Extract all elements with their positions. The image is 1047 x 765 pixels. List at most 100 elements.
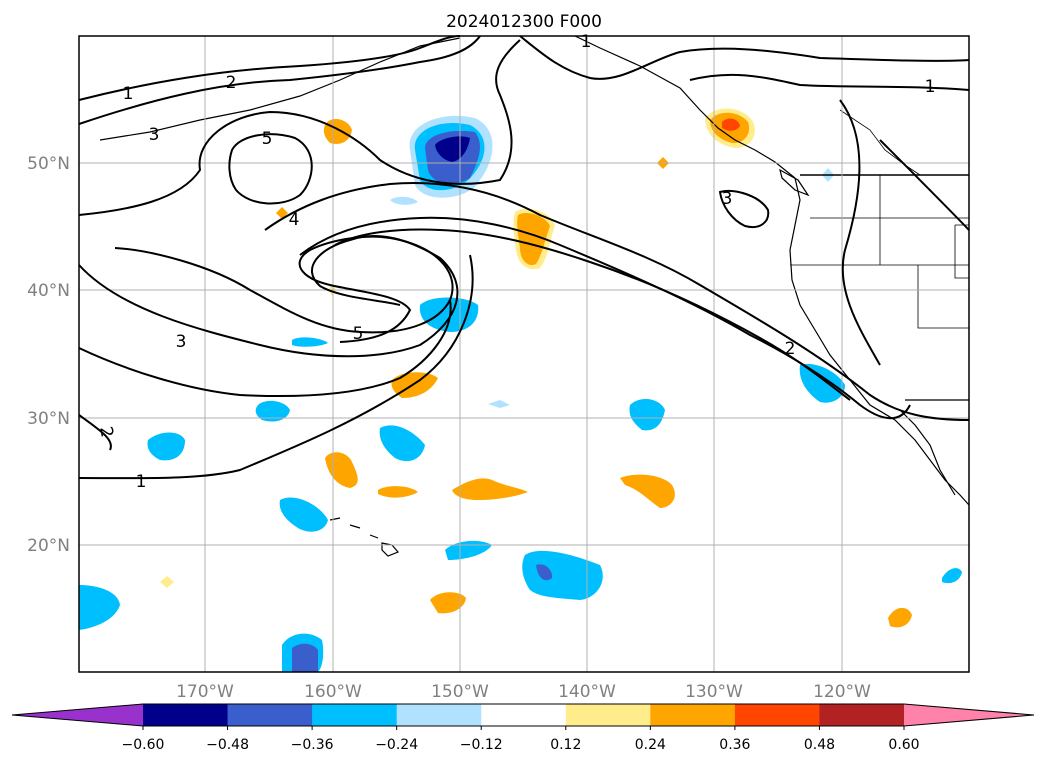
colorbar-extend-low (12, 704, 143, 726)
negative-patch (292, 643, 318, 672)
lat-label: 50°N (27, 154, 70, 174)
colorbar-tick-label: −0.36 (291, 737, 334, 753)
lon-labels: 170°W 160°W 150°W 140°W 130°W 120°W (176, 682, 871, 702)
lat-label: 30°N (27, 409, 70, 429)
colorbar-extend-high (904, 704, 1034, 726)
negative-patch (79, 585, 120, 630)
map-frame (78, 35, 970, 673)
state-borders (790, 109, 969, 329)
colorbar-segment (143, 704, 229, 726)
negative-patch (255, 400, 290, 422)
lon-label: 120°W (813, 682, 871, 702)
contour-4-lower (78, 235, 459, 358)
contour-label: 1 (925, 77, 936, 97)
colorbar-tick-label: 0.60 (888, 737, 919, 753)
map-panel: 1 1 1 1 2 2 2 3 3 3 4 5 5 (78, 32, 970, 673)
colorbar-segment (481, 704, 567, 726)
coastline-baja (899, 409, 956, 496)
contour-3-south (78, 299, 452, 398)
colorbar-segment (312, 704, 398, 726)
contour-label: 5 (353, 324, 364, 344)
negative-patch (445, 540, 492, 560)
map-title: 2024012300 F000 (446, 12, 602, 32)
contour-1-ne (689, 73, 970, 91)
negative-patch (390, 196, 418, 205)
contour-label: 3 (722, 189, 733, 209)
colorbar-tick-label: 0.24 (635, 737, 666, 753)
contour-label: 5 (262, 129, 273, 149)
contour-2-east (519, 35, 970, 80)
positive-patch (378, 486, 418, 498)
contour-1-coast (879, 139, 970, 231)
positive-patch (430, 592, 466, 614)
contour-2-south (78, 414, 112, 451)
contour-label: 2 (785, 339, 796, 359)
negative-patch (942, 568, 962, 584)
contour-label: 4 (289, 210, 300, 230)
coastline-alaska-panhandle (574, 35, 796, 179)
positive-patch (888, 607, 912, 628)
colorbar: −0.60 −0.48 −0.36 −0.24 −0.12 0.12 0.24 0.36 0.4… (11, 703, 1035, 753)
negative-patch (292, 337, 328, 347)
negative-patch (799, 363, 845, 403)
contour-label: 1 (136, 472, 147, 492)
contour-jet-inner (299, 216, 911, 420)
contour-label: 1 (581, 32, 592, 52)
lon-label: 160°W (304, 682, 362, 702)
island-vancouver (779, 168, 810, 197)
colorbar-tick-label: −0.48 (206, 737, 249, 753)
contour-label: 3 (149, 125, 160, 145)
lat-label: 20°N (27, 536, 70, 556)
border-bc-ab (839, 109, 921, 176)
lon-label: 140°W (558, 682, 616, 702)
negative-patch (279, 497, 328, 532)
contour-3-closed (718, 190, 770, 228)
positive-patch (620, 474, 675, 508)
contour-label: 2 (95, 425, 117, 439)
contour-2-north (78, 35, 481, 125)
contour-5-closed (228, 133, 313, 205)
colorbar-tick-label: −0.60 (122, 737, 165, 753)
contour-labels: 1 1 1 1 2 2 2 3 3 3 4 5 5 (95, 32, 935, 492)
contour-label: 3 (176, 332, 187, 352)
contour-1-north (78, 35, 461, 101)
colorbar-segment (734, 704, 820, 726)
positive-patch (276, 207, 288, 219)
lat-label: 40°N (27, 281, 70, 301)
island-hawaii (329, 517, 400, 557)
positive-patch (452, 478, 528, 500)
lon-label: 150°W (431, 682, 489, 702)
colorbar-tick-label: −0.12 (460, 737, 503, 753)
colorbar-segment (650, 704, 736, 726)
contour-2-coast (839, 99, 881, 366)
contour-jet-middle (264, 182, 970, 421)
negative-patch (379, 425, 425, 462)
border-nv (917, 265, 969, 329)
lon-label: 130°W (685, 682, 743, 702)
positive-patch (160, 576, 174, 588)
contour-1-south (78, 254, 474, 480)
gridlines (79, 36, 969, 672)
negative-patch (629, 398, 665, 431)
positive-patch (517, 213, 550, 266)
colorbar-segment (565, 704, 651, 726)
positive-patch (722, 118, 740, 131)
contour-label: 2 (226, 73, 237, 93)
lat-labels: 50°N 40°N 30°N 20°N (27, 154, 70, 556)
negative-patch (522, 550, 603, 600)
colorbar-tick-label: −0.24 (375, 737, 418, 753)
contour-3-loop (78, 39, 521, 216)
contour-label: 1 (123, 84, 134, 104)
contours (78, 35, 970, 480)
negative-patch (488, 400, 510, 408)
colorbar-tick-label: 0.48 (804, 737, 835, 753)
contour-jet-core (334, 228, 851, 401)
colorbar-segment (227, 704, 313, 726)
colorbar-segment (819, 704, 905, 726)
lon-label: 170°W (176, 682, 234, 702)
coastline-west-coast (789, 177, 970, 506)
colorbar-segment (396, 704, 482, 726)
negative-patch (435, 136, 470, 162)
negative-patch (536, 564, 553, 581)
